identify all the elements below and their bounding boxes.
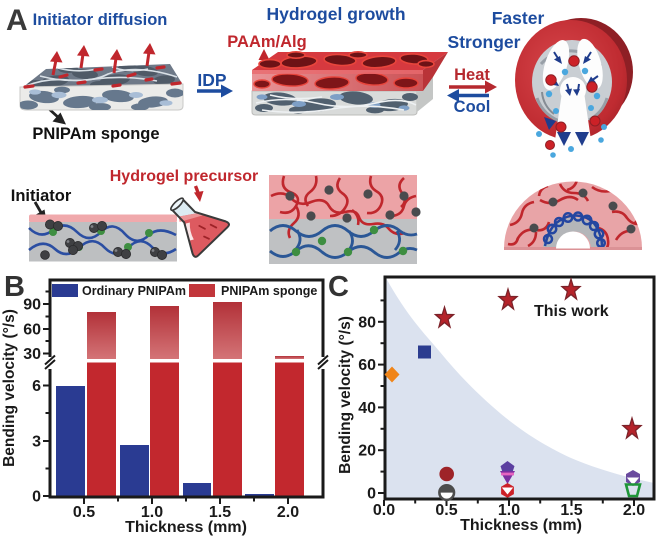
svg-text:Stronger: Stronger — [448, 32, 521, 52]
svg-text:PNIPAm sponge: PNIPAm sponge — [32, 125, 159, 143]
svg-text:0.0: 0.0 — [373, 502, 395, 519]
svg-text:C: C — [328, 271, 349, 303]
svg-text:3: 3 — [32, 434, 41, 451]
svg-text:90: 90 — [23, 297, 41, 314]
svg-text:Hydrogel growth: Hydrogel growth — [266, 4, 405, 24]
svg-text:2.0: 2.0 — [623, 502, 645, 519]
svg-text:This work: This work — [534, 303, 609, 320]
svg-text:0.5: 0.5 — [73, 504, 95, 521]
svg-text:30: 30 — [23, 346, 41, 363]
svg-text:6: 6 — [32, 378, 41, 395]
svg-text:1.5: 1.5 — [209, 504, 231, 521]
svg-text:Initiator: Initiator — [11, 187, 72, 205]
svg-text:0: 0 — [367, 486, 376, 503]
svg-text:Heat: Heat — [454, 66, 490, 84]
svg-text:IDP: IDP — [197, 70, 227, 90]
svg-text:Hydrogel precursor: Hydrogel precursor — [110, 168, 258, 185]
svg-text:Thickness (mm): Thickness (mm) — [125, 519, 247, 536]
svg-text:PNIPAm sponge: PNIPAm sponge — [221, 284, 317, 298]
svg-text:1.0: 1.0 — [498, 502, 520, 519]
svg-text:A: A — [6, 4, 28, 37]
svg-text:B: B — [4, 271, 25, 303]
svg-text:0.5: 0.5 — [435, 502, 457, 519]
svg-text:80: 80 — [358, 314, 376, 331]
svg-text:Cool: Cool — [454, 98, 491, 116]
svg-text:0: 0 — [32, 489, 41, 506]
svg-text:Ordinary PNIPAm: Ordinary PNIPAm — [82, 284, 186, 298]
svg-text:60: 60 — [23, 322, 41, 339]
svg-text:2.0: 2.0 — [277, 504, 299, 521]
svg-text:Bending velocity (°/s): Bending velocity (°/s) — [1, 309, 18, 467]
svg-text:40: 40 — [358, 400, 376, 417]
svg-text:1.5: 1.5 — [560, 502, 582, 519]
svg-text:60: 60 — [358, 357, 376, 374]
svg-text:1.0: 1.0 — [141, 504, 163, 521]
svg-text:Thickness (mm): Thickness (mm) — [460, 517, 582, 534]
svg-text:Faster: Faster — [492, 8, 545, 28]
svg-text:PAAm/Alg: PAAm/Alg — [227, 33, 306, 51]
svg-text:Initiator diffusion: Initiator diffusion — [33, 11, 168, 29]
svg-text:20: 20 — [358, 443, 376, 460]
svg-text:Bending velocity (°/s): Bending velocity (°/s) — [337, 316, 354, 474]
